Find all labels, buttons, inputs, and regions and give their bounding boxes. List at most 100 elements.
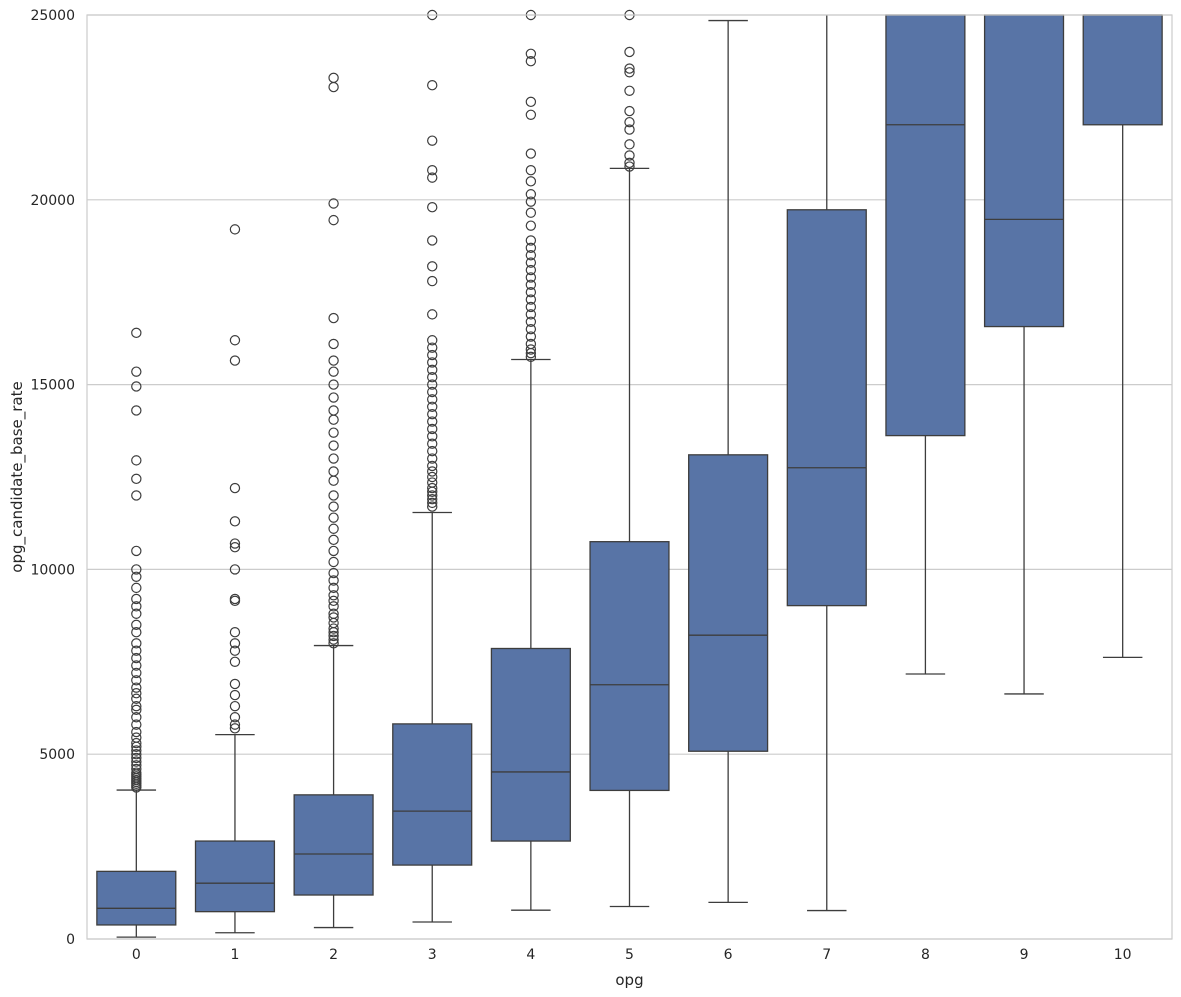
box-group-7 — [786, 15, 867, 912]
outlier-point — [229, 719, 241, 730]
outlier-point — [624, 63, 635, 74]
box-iqr — [688, 454, 769, 752]
outlier-point — [427, 261, 438, 272]
outlier-point — [131, 638, 142, 649]
outlier-point — [427, 386, 438, 398]
outlier-point — [525, 344, 537, 355]
outlier-point — [131, 693, 142, 704]
outlier-point — [131, 660, 142, 671]
outlier-point — [525, 96, 537, 108]
outlier-point — [131, 712, 142, 723]
outlier-point — [131, 473, 142, 485]
outlier-point — [131, 745, 142, 756]
outlier-point — [328, 427, 339, 438]
outlier-point — [525, 287, 537, 298]
outlier-point — [328, 595, 339, 607]
outlier-point — [328, 81, 339, 93]
outlier-point — [229, 723, 241, 734]
outlier-point — [131, 490, 142, 501]
outlier-point — [427, 477, 438, 488]
outlier-point — [525, 257, 537, 268]
outlier-point — [328, 72, 339, 84]
outlier-point — [131, 667, 142, 679]
outlier-point — [427, 309, 438, 320]
outlier-point — [328, 634, 339, 645]
y-tick-label: 15000 — [30, 378, 75, 394]
outlier-point — [328, 405, 339, 416]
outlier-point — [427, 165, 438, 176]
outlier-point — [131, 327, 142, 339]
outlier-point — [427, 342, 438, 353]
outlier-point — [624, 116, 635, 128]
outlier-point — [229, 627, 241, 638]
box-group-9 — [983, 14, 1065, 695]
box-iqr — [983, 14, 1065, 328]
outlier-point — [525, 220, 537, 231]
outlier-point — [131, 749, 142, 760]
outlier-point — [525, 148, 537, 159]
outlier-point — [131, 726, 142, 738]
box-iqr — [786, 209, 867, 607]
outlier-point — [525, 196, 537, 207]
x-tick-label: 0 — [132, 947, 141, 963]
outlier-point — [328, 608, 339, 619]
outlier-point — [131, 732, 142, 743]
box-iqr — [885, 14, 966, 437]
outlier-point — [131, 645, 142, 656]
box-iqr — [392, 723, 473, 866]
outlier-point — [229, 224, 241, 235]
outlier-point — [427, 408, 438, 420]
outlier-point — [131, 571, 142, 582]
box-iqr — [589, 541, 670, 792]
outlier-point — [229, 335, 241, 346]
outlier-point — [525, 56, 537, 67]
outlier-point — [131, 593, 142, 605]
y-tick-label: 5000 — [39, 747, 75, 763]
outlier-point — [229, 482, 241, 494]
outlier-point — [624, 46, 635, 58]
outlier-point — [427, 453, 438, 464]
outlier-point — [525, 176, 537, 187]
outlier-point — [229, 355, 241, 366]
outlier-point — [427, 431, 438, 442]
outlier-point — [427, 401, 438, 412]
outlier-point — [525, 301, 537, 313]
outlier-point — [328, 453, 339, 464]
outlier-point — [328, 630, 339, 642]
outlier-point — [525, 189, 537, 200]
outlier-point — [328, 338, 339, 350]
x-tick-label: 7 — [822, 947, 831, 963]
outlier-point — [427, 275, 438, 287]
outlier-point — [328, 198, 339, 209]
y-tick-label: 25000 — [30, 8, 75, 24]
outlier-point — [624, 139, 635, 150]
outlier-point — [525, 338, 537, 350]
outlier-point — [525, 250, 537, 261]
outlier-point — [328, 379, 339, 390]
outlier-point — [525, 294, 537, 305]
outlier-point — [328, 556, 339, 568]
outlier-point — [525, 264, 537, 276]
outlier-point — [131, 608, 142, 619]
outlier-point — [131, 763, 142, 775]
outlier-point — [229, 656, 241, 668]
outlier-point — [427, 135, 438, 146]
outlier-point — [427, 466, 438, 477]
outlier-point — [427, 80, 438, 91]
outlier-point — [624, 85, 635, 96]
y-tick-label: 10000 — [30, 562, 75, 578]
outlier-point — [131, 704, 142, 716]
outlier-point — [131, 737, 142, 749]
outlier-point — [427, 379, 438, 390]
outlier-point — [328, 312, 339, 324]
outlier-point — [328, 414, 339, 425]
outlier-point — [427, 349, 438, 361]
x-tick-label: 8 — [921, 947, 930, 963]
outlier-point — [427, 501, 438, 512]
x-axis-label: opg — [615, 971, 643, 989]
outlier-point — [131, 675, 142, 686]
x-tick-label: 2 — [329, 947, 338, 963]
outlier-point — [427, 172, 438, 183]
outlier-point — [427, 490, 438, 501]
